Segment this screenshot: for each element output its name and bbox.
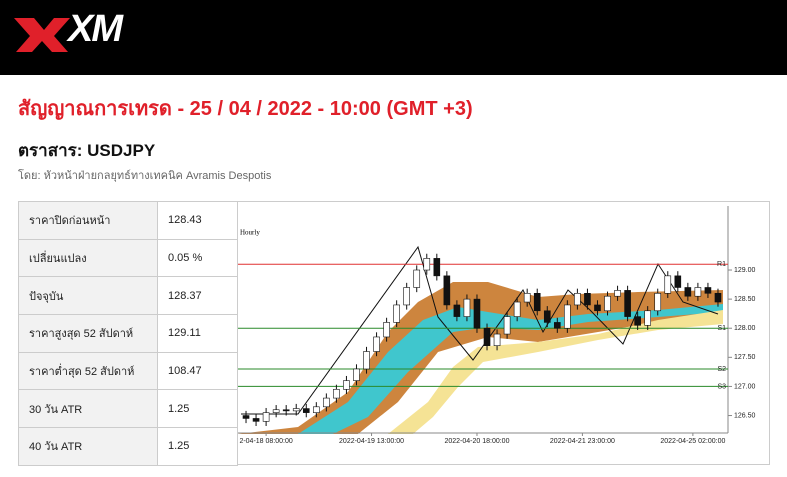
candle-body <box>403 287 411 306</box>
candle-body <box>413 269 421 288</box>
candle-body <box>272 409 280 413</box>
band-inner <box>388 310 723 434</box>
cell-label: ราคาปิดก่อนหน้า <box>18 201 158 240</box>
candle-body <box>493 333 501 346</box>
candle-body <box>292 408 300 412</box>
candle-body <box>383 322 390 338</box>
candle-body <box>503 316 511 335</box>
y-tick-label: 127.50 <box>734 354 756 361</box>
table-row: ราคาปิดก่อนหน้า 128.43 <box>18 201 238 240</box>
candle-body <box>473 298 481 329</box>
x-tick-label: 2022-04-19 13:00:00 <box>339 438 404 445</box>
candle-body <box>644 310 651 326</box>
cell-value: 0.05 % <box>157 238 238 278</box>
cell-label: ราคาต่ำสุด 52 สัปดาห์ <box>18 351 158 391</box>
table-row: 30 วัน ATR 1.25 <box>18 389 238 429</box>
candle-body <box>704 287 712 294</box>
level-label: S3 <box>717 383 726 390</box>
candle-body <box>574 293 581 306</box>
info-table: ราคาปิดก่อนหน้า 128.43 เปลี่ยนแปลง 0.05 % ปั… <box>18 201 238 466</box>
candle-body <box>453 304 461 317</box>
candle-body <box>584 293 591 306</box>
header: XM <box>0 0 787 75</box>
candle-body <box>443 275 451 306</box>
title: สัญญาณการเทรด - 25 / 04 / 2022 - 10:00 (… <box>18 98 473 120</box>
table-row: 40 วัน ATR 1.25 <box>18 427 238 466</box>
cell-value: 1.25 <box>157 427 238 466</box>
candle-body <box>393 304 400 323</box>
candle-body <box>523 293 531 303</box>
cell-label: ราคาสูงสุด 52 สัปดาห์ <box>18 314 158 353</box>
chart: Hourly 126.50 127.00 127.50 128.00 128.50 129… <box>237 201 770 465</box>
candle-body <box>343 380 350 390</box>
cell-value: 128.43 <box>157 201 238 240</box>
x-tick-label: 2022-04-21 23:00:00 <box>550 438 615 445</box>
candle-body <box>313 406 320 413</box>
candle-body <box>594 304 601 312</box>
logo: XM <box>68 8 123 50</box>
candle-body <box>302 408 310 413</box>
table-row: เปลี่ยนแปลง 0.05 % <box>18 238 238 278</box>
candle-body <box>353 368 360 381</box>
cell-value: 128.37 <box>157 276 238 316</box>
candle-body <box>483 327 491 346</box>
candle-body <box>252 418 260 422</box>
table-row: ปัจจุบัน 128.37 <box>18 276 238 316</box>
level-label: R1 <box>717 261 726 268</box>
cell-value: 129.11 <box>157 314 238 353</box>
y-tick-label: 127.00 <box>734 383 756 390</box>
bands <box>238 282 723 434</box>
candle-body <box>684 287 692 297</box>
cell-label: เปลี่ยนแปลง <box>18 238 158 278</box>
candle-body <box>553 322 561 329</box>
level-label: S2 <box>717 366 726 373</box>
candle-body <box>694 287 702 297</box>
candle-body <box>282 409 290 412</box>
table-row: ราคาต่ำสุด 52 สัปดาห์ 108.47 <box>18 351 238 391</box>
x-tick-label: 2-04-18 08:00:00 <box>239 438 292 445</box>
candle-body <box>323 397 330 408</box>
candle-body <box>373 336 380 352</box>
candle-body <box>674 275 682 288</box>
table-row: ราคาสูงสุด 52 สัปดาห์ 129.11 <box>18 314 238 353</box>
cell-label: ปัจจุบัน <box>18 276 158 316</box>
candle-body <box>463 298 471 317</box>
y-tick-label: 128.00 <box>734 325 756 332</box>
candle-body <box>333 389 340 399</box>
cell-value: 108.47 <box>157 351 238 391</box>
candle-body <box>714 293 722 303</box>
candle-body <box>533 293 541 312</box>
cell-label: 40 วัน ATR <box>18 427 158 466</box>
candle-body <box>654 293 662 312</box>
candle-body <box>604 295 611 312</box>
candle-body <box>513 301 521 317</box>
y-tick-label: 126.50 <box>734 412 756 419</box>
y-tick-label: 129.00 <box>734 267 756 274</box>
candle-body <box>564 304 571 329</box>
instrument: ตราสาร: USDJPY <box>18 141 156 160</box>
chart-label: Hourly <box>240 229 260 237</box>
candle-body <box>262 412 270 422</box>
candle-body <box>242 415 250 419</box>
level-label: S1 <box>717 325 726 332</box>
cell-value: 1.25 <box>157 389 238 429</box>
y-tick-label: 128.50 <box>734 296 756 303</box>
candle-body <box>363 351 370 370</box>
candle-body <box>614 290 621 297</box>
x-tick-label: 2022-04-20 18:00:00 <box>444 438 509 445</box>
candle-body <box>423 258 431 271</box>
candle-body <box>634 316 641 326</box>
candle-body <box>624 290 631 317</box>
candle-body <box>543 310 551 323</box>
byline: โดย: หัวหน้าฝ่ายกลยุทธ์ทางเทคนิค Avramis… <box>18 170 272 182</box>
logo-mark <box>14 18 70 52</box>
candle-body <box>433 258 441 277</box>
x-tick-label: 2022-04-25 02:00:00 <box>660 438 725 445</box>
candle-body <box>664 275 672 294</box>
cell-label: 30 วัน ATR <box>18 389 158 429</box>
